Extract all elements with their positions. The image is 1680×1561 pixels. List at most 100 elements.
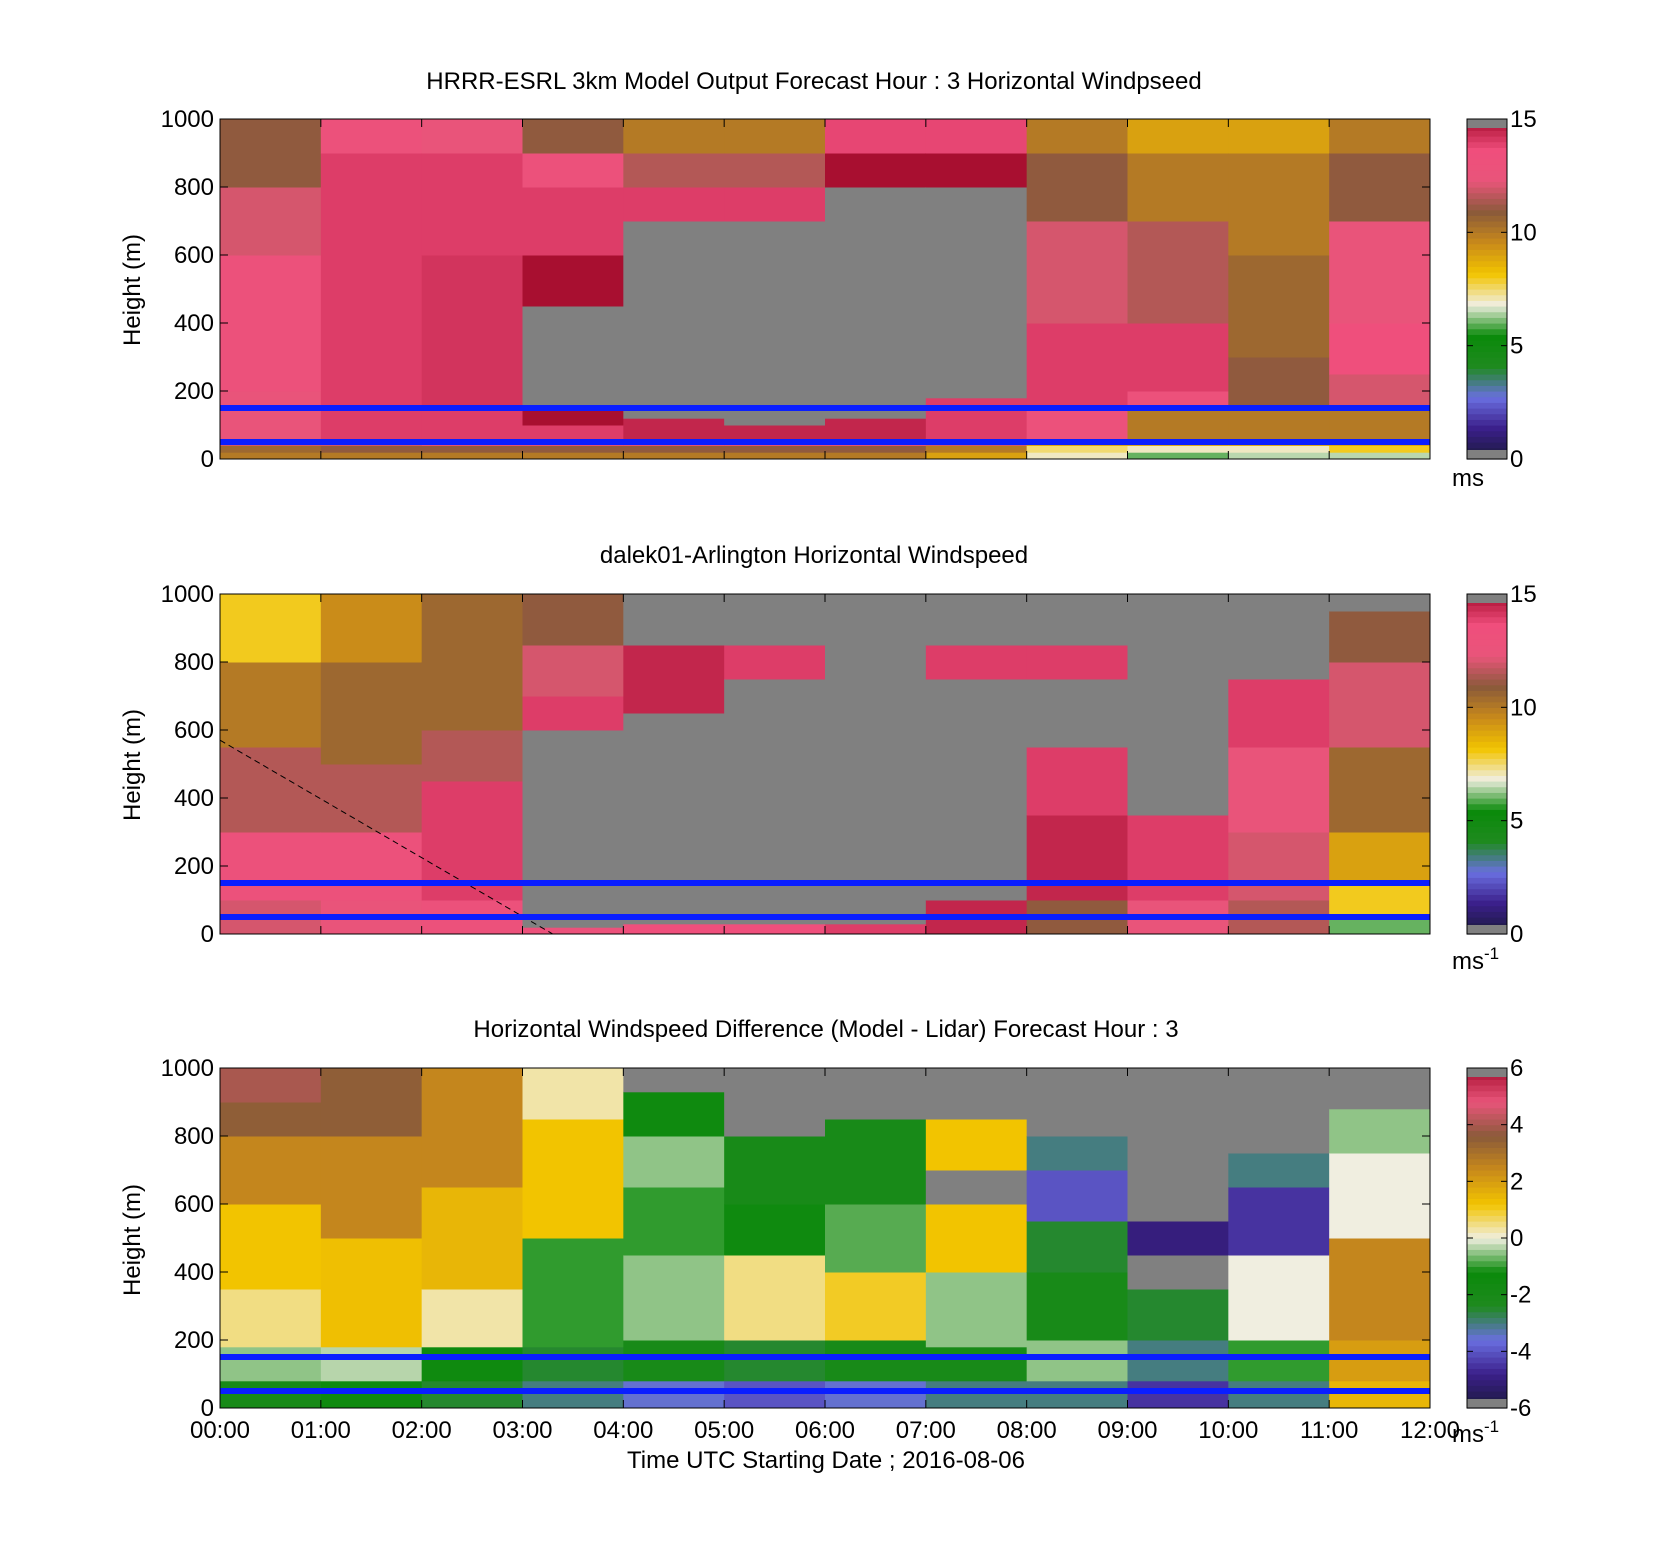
lidar-colorbar-segment xyxy=(1467,633,1507,640)
difference-colorbar-segment xyxy=(1467,1164,1507,1171)
difference-colorbar-segment xyxy=(1467,1079,1507,1086)
difference-cell xyxy=(220,1380,322,1409)
lidar-cell xyxy=(1127,815,1229,901)
difference-colorbar-segment xyxy=(1467,1255,1507,1262)
lidar-cell xyxy=(1329,832,1431,884)
model-cell xyxy=(1329,221,1431,324)
difference-xtick-label: 12:00 xyxy=(1400,1417,1460,1444)
model-cell xyxy=(421,119,523,154)
difference-ytick-label: 200 xyxy=(174,1327,214,1354)
model-colorbar-segment xyxy=(1467,260,1507,267)
model-cell xyxy=(724,452,826,460)
difference-cell xyxy=(1127,1170,1229,1222)
lidar-cell xyxy=(1329,662,1431,748)
difference-colorbar-tick-label: -6 xyxy=(1510,1395,1531,1422)
difference-cell xyxy=(421,1289,523,1348)
model-cell xyxy=(925,187,1028,399)
model-colorbar-segment xyxy=(1467,158,1507,165)
difference-colorbar-segment xyxy=(1467,1090,1507,1097)
lidar-colorbar-segment xyxy=(1467,690,1507,697)
model-cell xyxy=(1026,408,1128,440)
difference-cell xyxy=(1127,1255,1229,1290)
model-colorbar-segment xyxy=(1467,425,1507,432)
lidar-colorbar-segment xyxy=(1467,798,1507,805)
lidar-cell xyxy=(320,662,423,765)
model-panel: HRRR-ESRL 3km Model Output Forecast Hour… xyxy=(119,68,1537,492)
lidar-colorbar-segment xyxy=(1467,718,1507,725)
lidar-cell xyxy=(825,923,927,935)
model-cell xyxy=(623,119,725,154)
difference-cell xyxy=(724,1204,826,1256)
difference-colorbar-segment xyxy=(1467,1215,1507,1222)
lidar-colorbar-segment xyxy=(1467,679,1507,686)
model-colorbar-segment xyxy=(1467,323,1507,330)
model-cell xyxy=(320,153,423,188)
model-ytick-label: 600 xyxy=(174,242,214,269)
difference-colorbar-segment xyxy=(1467,1136,1507,1143)
difference-colorbar-tick-label: 0 xyxy=(1510,1225,1523,1252)
difference-cell xyxy=(1026,1272,1128,1341)
difference-colorbar-tick-label: 4 xyxy=(1510,1112,1523,1139)
lidar-colorbar-tick-label: 15 xyxy=(1510,581,1537,608)
lidar-cell xyxy=(1228,747,1330,833)
difference-colorbar-segment xyxy=(1467,1385,1507,1392)
model-colorbar-segment xyxy=(1467,306,1507,313)
difference-colorbar-segment xyxy=(1467,1085,1507,1092)
model-colorbar-segment xyxy=(1467,334,1507,341)
lidar-dashed-line xyxy=(219,739,554,935)
model-cell xyxy=(724,445,826,453)
difference-cell xyxy=(1026,1340,1128,1382)
lidar-colorbar-segment xyxy=(1467,684,1507,691)
difference-colorbar-tick-label: 2 xyxy=(1510,1168,1523,1195)
model-colorbar-segment xyxy=(1467,362,1507,369)
model-cell xyxy=(1329,374,1431,409)
model-cell xyxy=(522,255,624,307)
lidar-cell xyxy=(1228,679,1330,748)
lidar-cell xyxy=(925,645,1028,680)
lidar-ytick-label: 600 xyxy=(174,717,214,744)
model-colorbar-segment xyxy=(1467,147,1507,154)
model-ytick-label: 0 xyxy=(201,446,214,473)
lidar-cell xyxy=(421,594,523,663)
model-cell xyxy=(925,153,1028,188)
model-colorbar-tick-label: 5 xyxy=(1510,333,1523,360)
difference-cell xyxy=(623,1340,725,1382)
model-colorbar-cap xyxy=(1467,119,1507,128)
difference-ytick-label: 0 xyxy=(201,1395,214,1422)
model-colorbar-tick-label: 10 xyxy=(1510,219,1537,246)
model-cell xyxy=(1026,452,1128,460)
model-cell xyxy=(1026,221,1128,324)
difference-cell xyxy=(1026,1068,1128,1137)
difference-cell xyxy=(623,1068,725,1093)
lidar-colorbar-segment xyxy=(1467,662,1507,669)
lidar-cell xyxy=(1329,917,1431,935)
lidar-cell xyxy=(724,594,826,646)
model-colorbar-segment xyxy=(1467,402,1507,409)
difference-cell xyxy=(522,1068,624,1120)
model-colorbar-segment xyxy=(1467,351,1507,358)
lidar-colorbar-segment xyxy=(1467,883,1507,890)
model-colorbar-segment xyxy=(1467,442,1507,449)
model-cell xyxy=(522,408,624,426)
model-colorbar-segment xyxy=(1467,204,1507,211)
difference-colorbar-segment xyxy=(1467,1243,1507,1250)
lidar-ytick-label: 200 xyxy=(174,853,214,880)
model-cell xyxy=(1127,221,1229,324)
difference-cell xyxy=(320,1136,423,1239)
model-cell xyxy=(1228,452,1330,460)
lidar-colorbar-segment xyxy=(1467,849,1507,856)
model-colorbar-tick-label: 15 xyxy=(1510,106,1537,133)
difference-cell xyxy=(825,1272,927,1341)
difference-xtick-label: 11:00 xyxy=(1300,1417,1358,1444)
model-cell xyxy=(1228,153,1330,256)
difference-cell xyxy=(220,1068,322,1103)
lidar-cell xyxy=(320,832,423,901)
difference-cell xyxy=(220,1102,322,1137)
lidar-cell xyxy=(320,764,423,833)
lidar-colorbar-tick-label: 10 xyxy=(1510,694,1537,721)
difference-colorbar-tick-label: -2 xyxy=(1510,1282,1531,1309)
lidar-colorbar-segment xyxy=(1467,622,1507,629)
model-colorbar-segment xyxy=(1467,272,1507,279)
difference-cell xyxy=(623,1091,725,1137)
difference-colorbar-segment xyxy=(1467,1107,1507,1114)
